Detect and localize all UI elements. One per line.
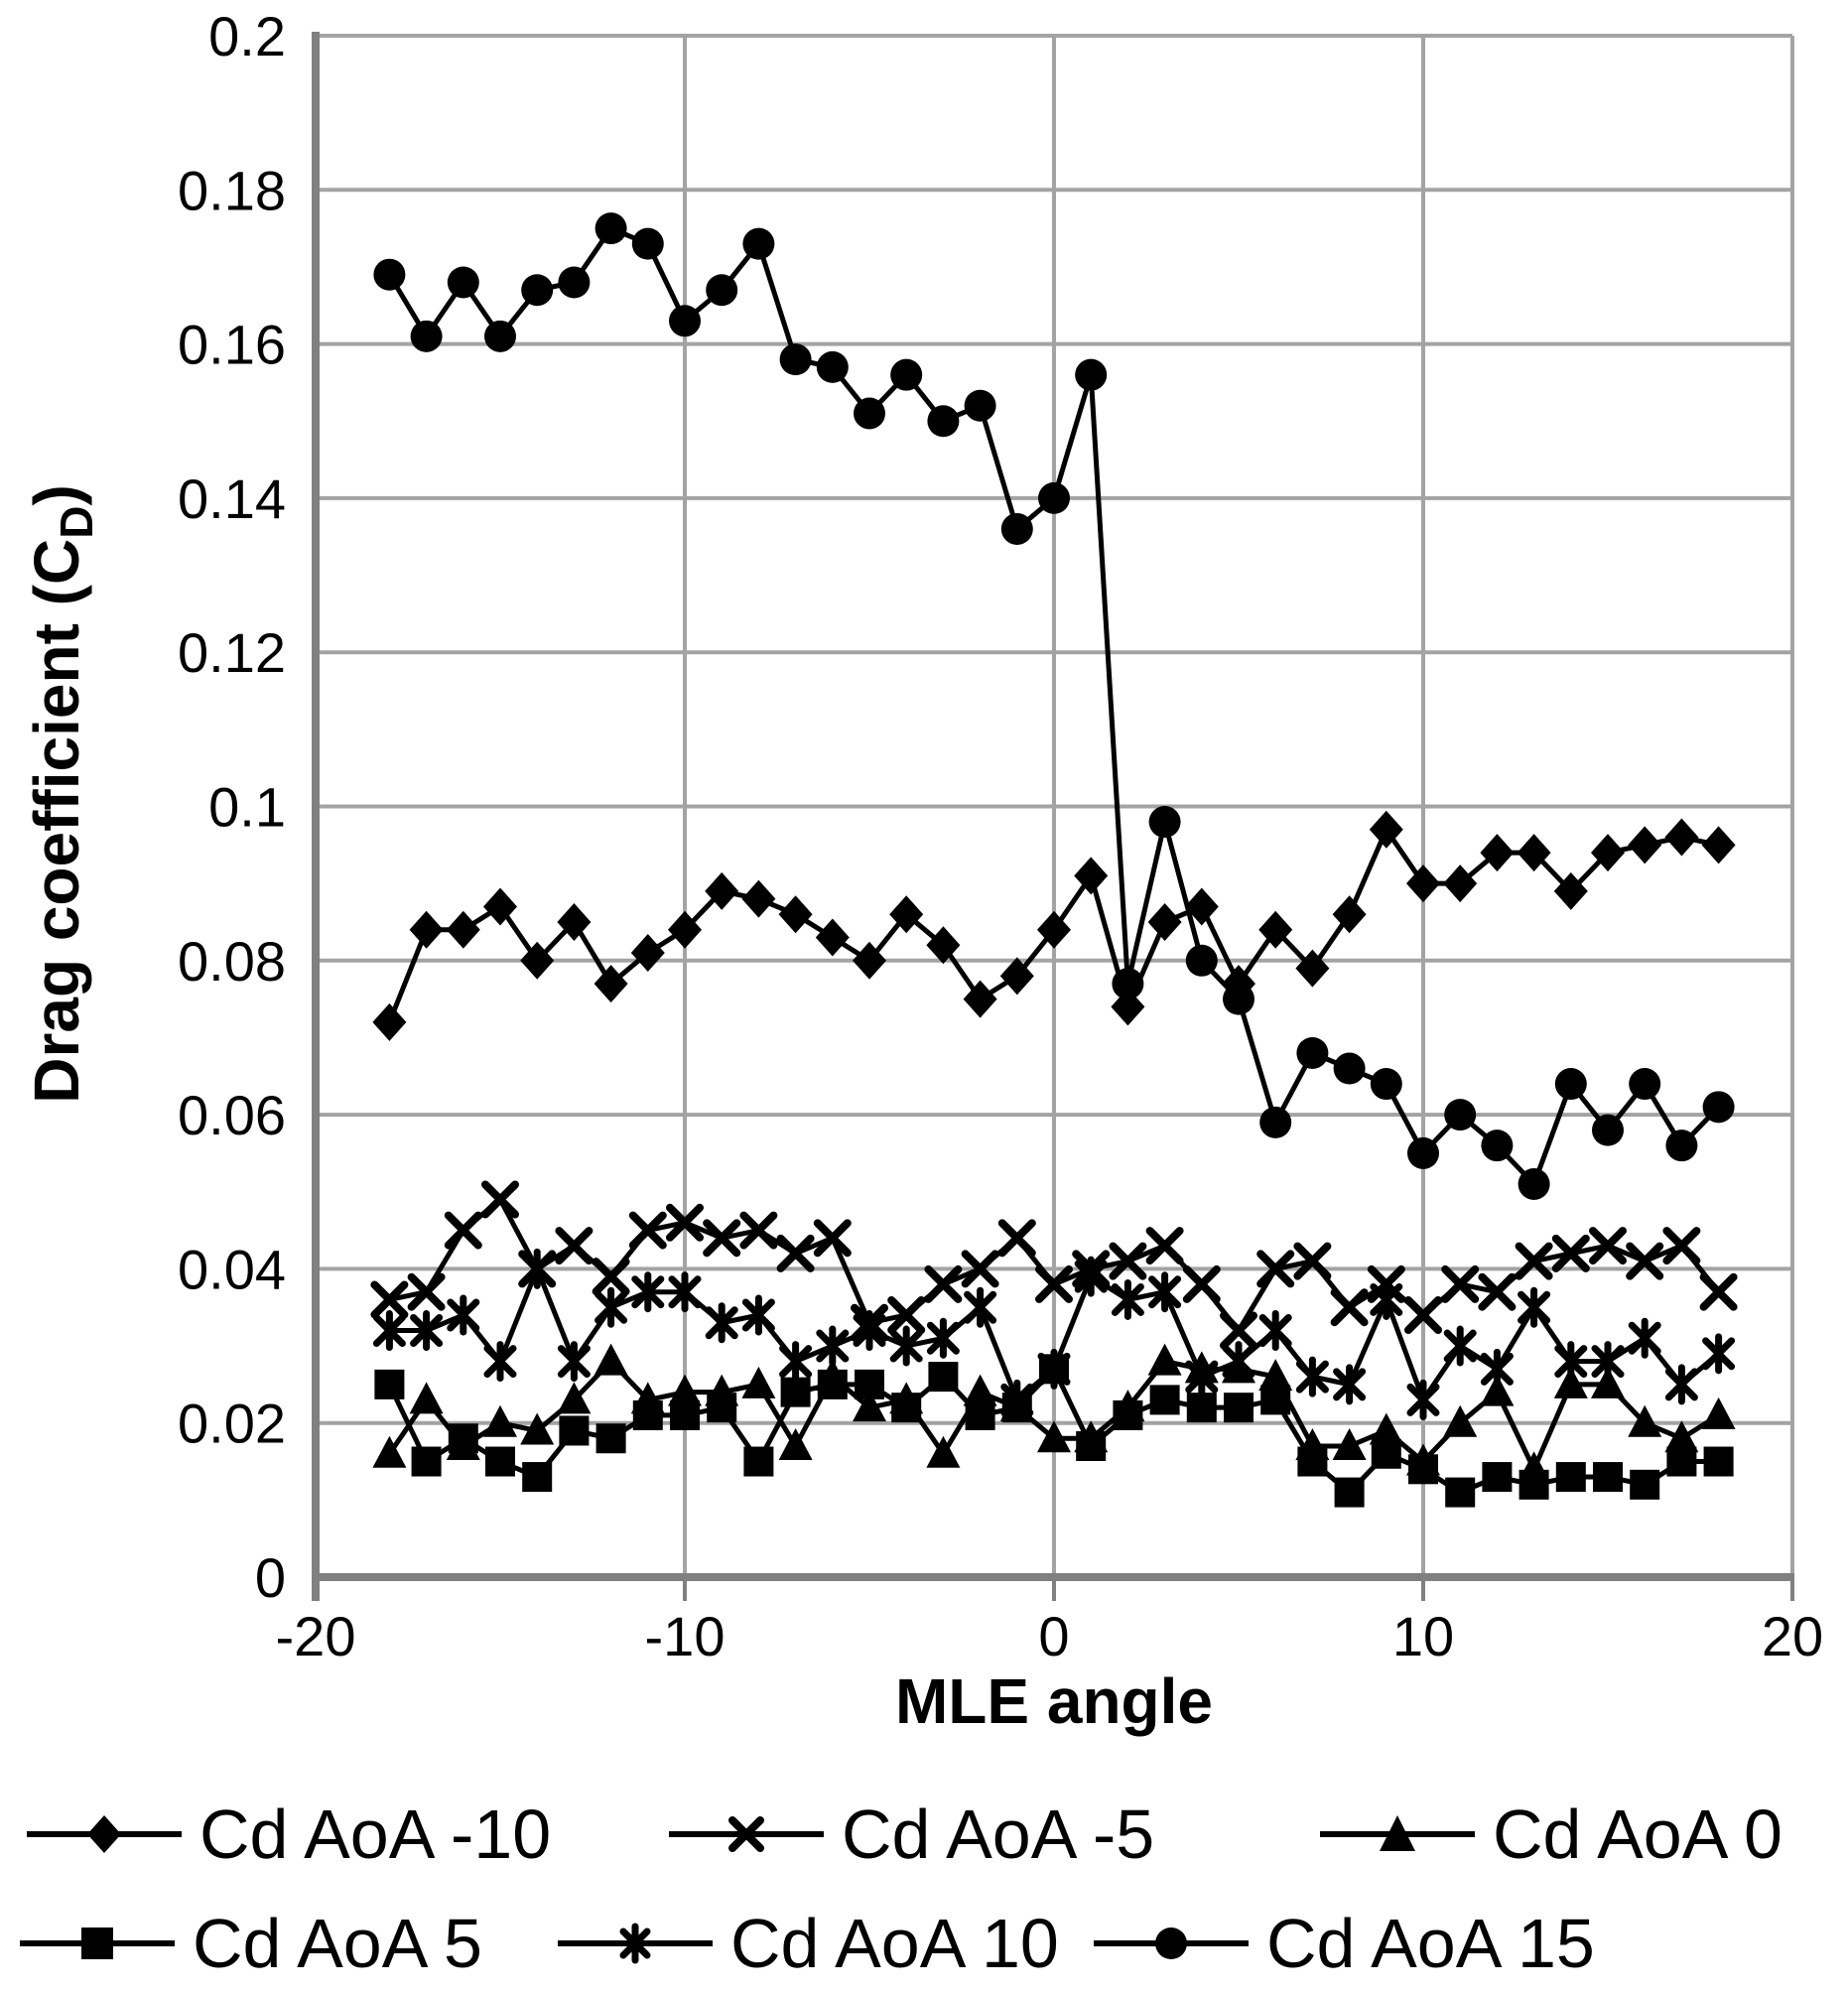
series-cd-aoa-10 xyxy=(372,1248,1736,1420)
y-tick-label-7: 0.06 xyxy=(178,1084,286,1146)
legend-label: Cd AoA -10 xyxy=(199,1795,552,1873)
circle-marker-icon xyxy=(1094,1928,1249,1959)
y-tick-label-5: 0.1 xyxy=(208,776,286,839)
y-tick-label-8: 0.04 xyxy=(178,1238,286,1300)
series-cd-aoa-15 xyxy=(373,212,1735,1200)
y-tick-label-10: 0 xyxy=(255,1546,286,1609)
y-tick-label-6: 0.08 xyxy=(178,930,286,993)
y-axis-title-suffix: ) xyxy=(21,484,93,506)
x-tick-label-3: 10 xyxy=(1392,1605,1454,1667)
axes xyxy=(312,32,1794,1601)
x-axis-title: MLE angle xyxy=(894,1665,1214,1737)
y-tick-label-9: 0.02 xyxy=(178,1393,286,1455)
legend-label: Cd AoA 0 xyxy=(1493,1795,1782,1873)
y-axis-title-text: Drag coefficient (C xyxy=(21,538,93,1104)
x-tick-label-1: -10 xyxy=(645,1605,726,1667)
y-tick-label-0: 0.2 xyxy=(208,5,286,67)
diamond-marker-icon xyxy=(27,1815,182,1853)
legend-label: Cd AoA 5 xyxy=(193,1905,482,1982)
legend-item-cd-aoa-minus10: Cd AoA -10 xyxy=(25,1793,551,1876)
triangle-marker-icon xyxy=(1320,1815,1475,1851)
y-axis-title-subscript: D xyxy=(50,505,102,539)
legend-label: Cd AoA -5 xyxy=(842,1795,1155,1873)
x-marker-icon xyxy=(669,1816,824,1852)
series-cd-aoa--10 xyxy=(372,810,1736,1041)
y-tick-label-3: 0.14 xyxy=(178,467,286,530)
square-marker-icon xyxy=(20,1928,175,1959)
legend-item-cd-aoa-0: Cd AoA 0 xyxy=(1318,1793,1782,1876)
x-tick-label-0: -20 xyxy=(276,1605,356,1667)
asterisk-marker-icon xyxy=(558,1923,713,1964)
legend-item-cd-aoa-minus5: Cd AoA -5 xyxy=(667,1793,1154,1876)
legend-item-cd-aoa-5: Cd AoA 5 xyxy=(18,1902,482,1985)
y-tick-label-4: 0.12 xyxy=(178,621,286,684)
legend-label: Cd AoA 15 xyxy=(1266,1905,1595,1982)
legend-label: Cd AoA 10 xyxy=(730,1905,1059,1982)
x-tick-label-4: 20 xyxy=(1762,1605,1823,1667)
x-tick-label-2: 0 xyxy=(1038,1605,1069,1667)
legend-item-cd-aoa-10: Cd AoA 10 xyxy=(556,1902,1059,1985)
series-cd-aoa-5 xyxy=(374,1354,1734,1508)
y-tick-label-1: 0.18 xyxy=(178,159,286,221)
tick-labels: 0.20.180.160.140.120.10.080.060.040.020-… xyxy=(178,5,1823,1667)
legend-item-cd-aoa-15: Cd AoA 15 xyxy=(1092,1902,1595,1985)
y-axis-title: Drag coefficient (CD) xyxy=(20,484,103,1104)
y-tick-label-2: 0.16 xyxy=(178,314,286,376)
